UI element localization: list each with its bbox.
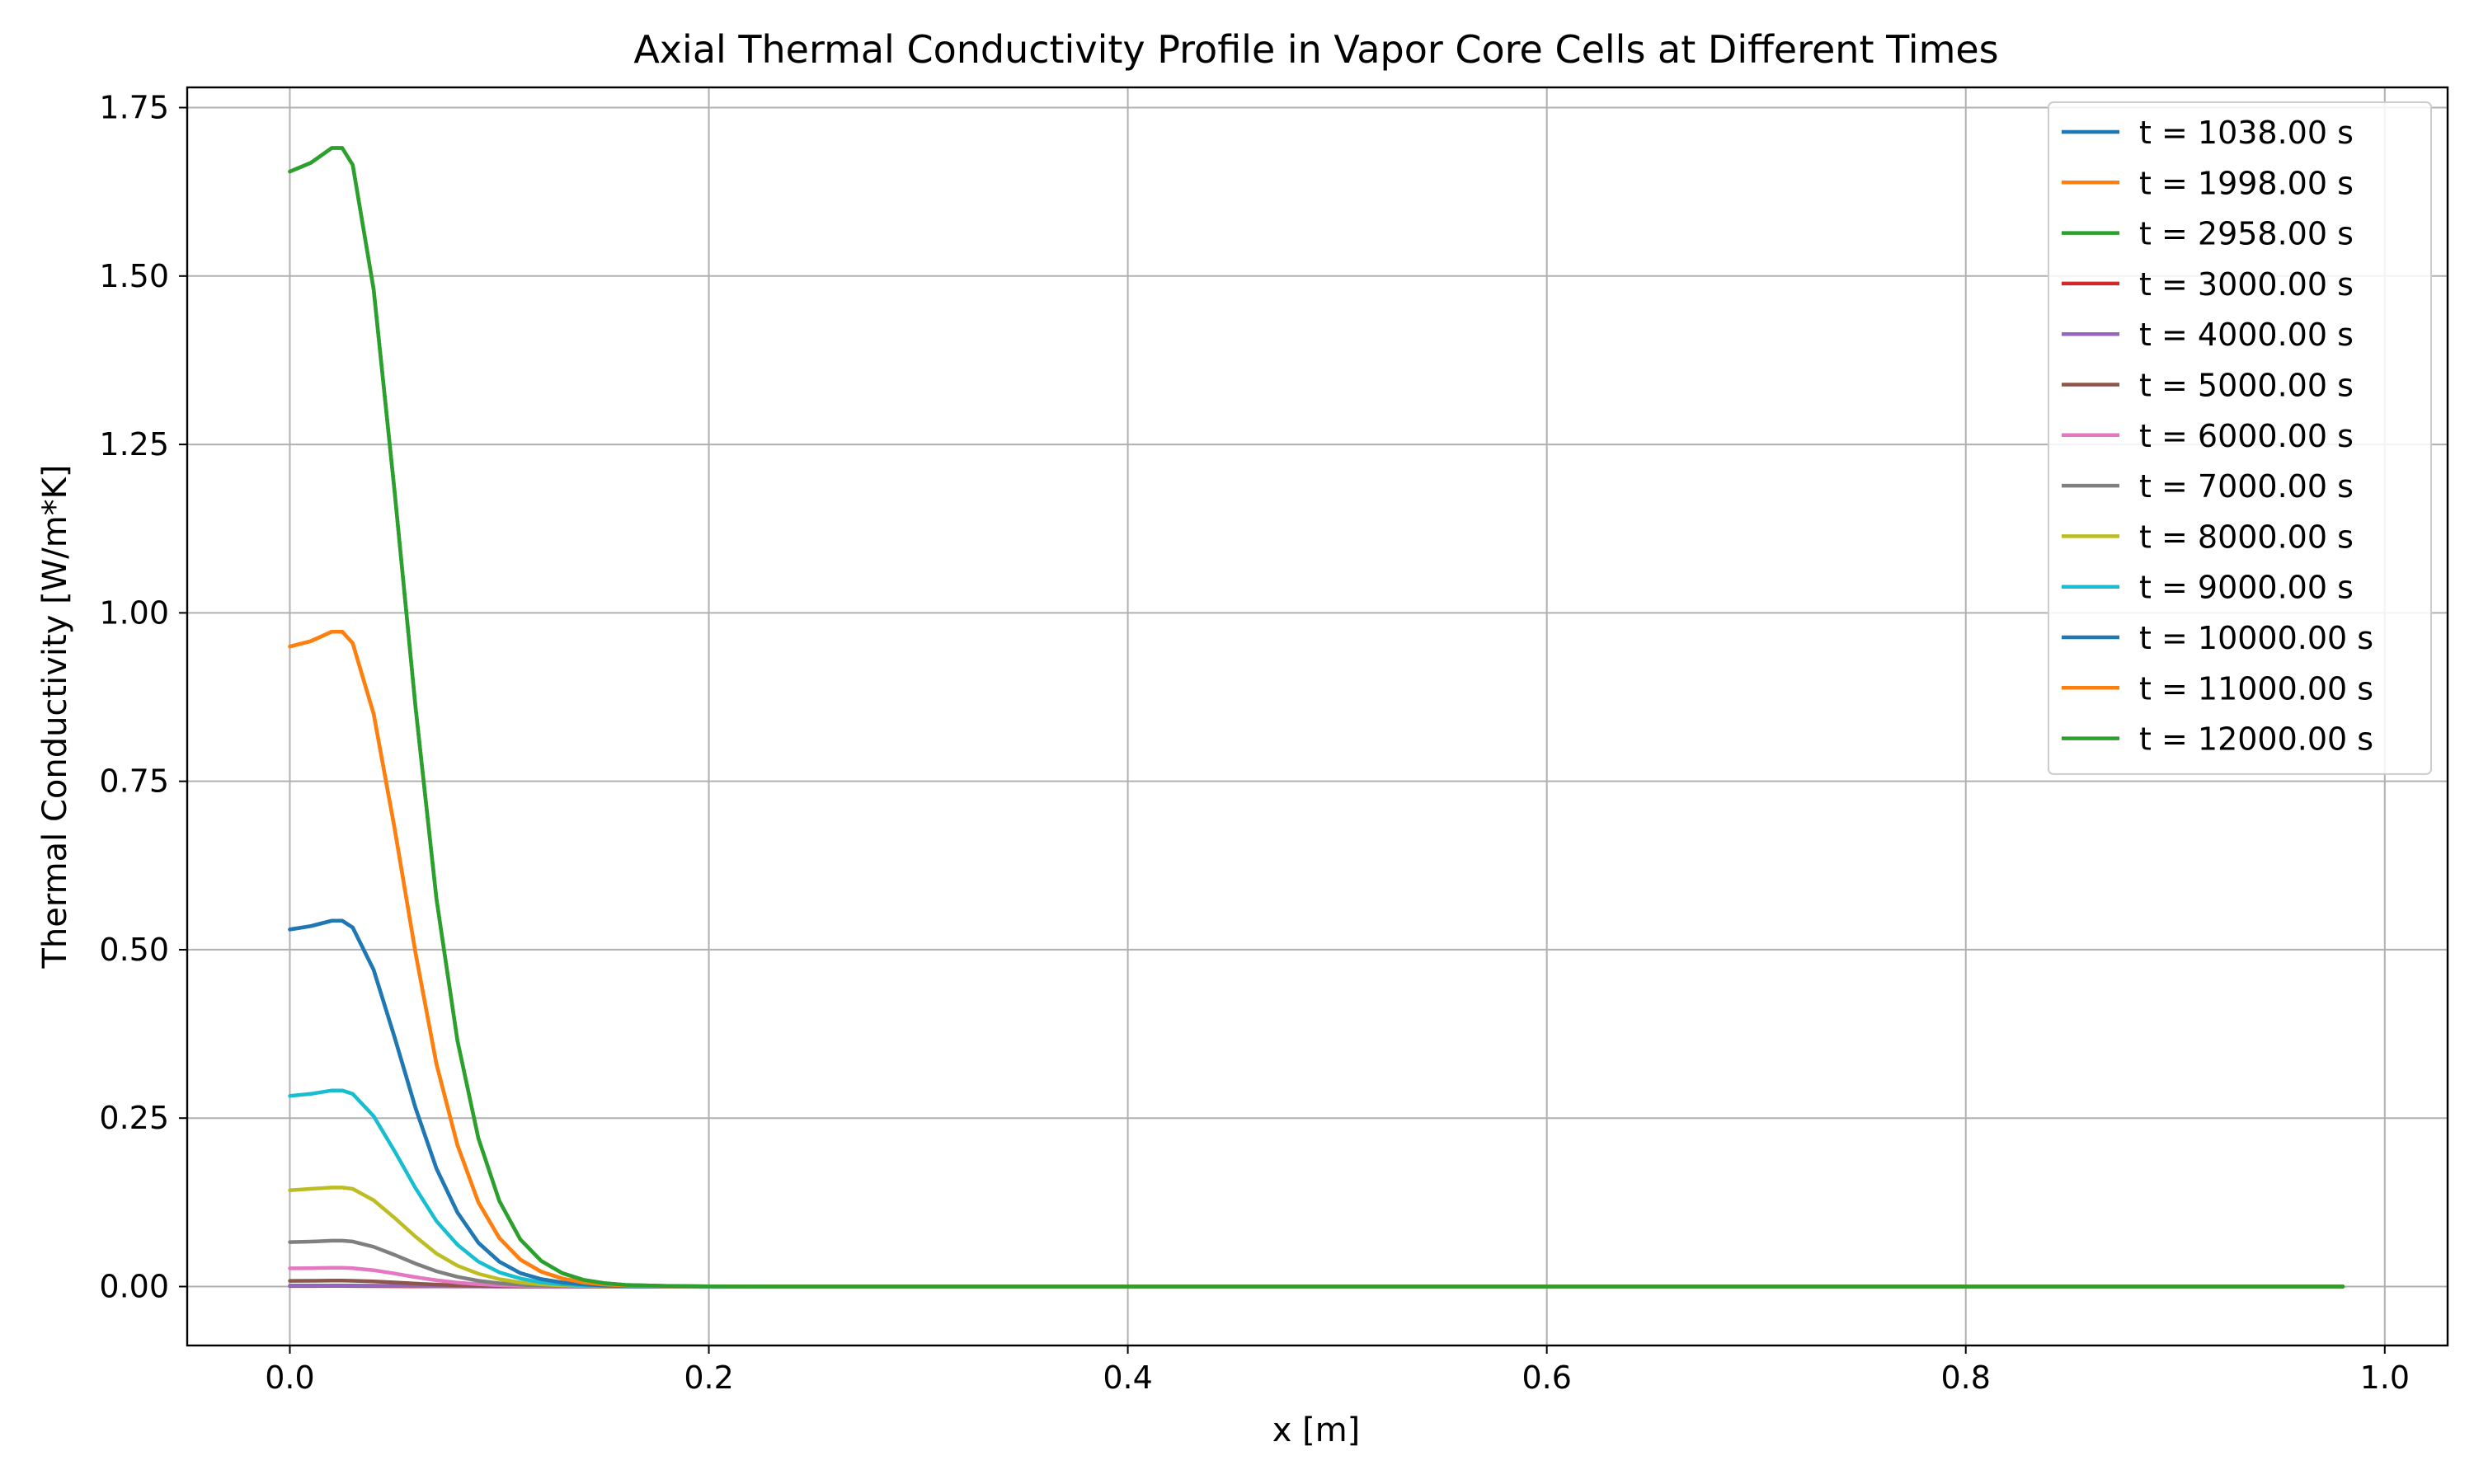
legend-label: t = 9000.00 s	[2139, 570, 2354, 606]
legend-label: t = 1998.00 s	[2139, 165, 2354, 201]
y-tick-label: 1.50	[99, 258, 169, 294]
legend-label: t = 5000.00 s	[2139, 368, 2354, 404]
legend-label: t = 1038.00 s	[2139, 115, 2354, 151]
chart-title: Axial Thermal Conductivity Profile in Va…	[633, 27, 1998, 72]
legend-label: t = 11000.00 s	[2139, 670, 2373, 707]
legend-label: t = 8000.00 s	[2139, 519, 2354, 555]
x-tick-label: 0.4	[1103, 1360, 1152, 1396]
y-tick-label: 1.75	[99, 90, 169, 126]
legend-label: t = 2958.00 s	[2139, 216, 2354, 252]
x-tick-label: 0.6	[1522, 1360, 1571, 1396]
legend-box	[2048, 101, 2432, 775]
y-tick-label: 0.75	[99, 763, 169, 800]
legend-label: t = 10000.00 s	[2139, 620, 2373, 656]
legend-label: t = 3000.00 s	[2139, 266, 2354, 303]
y-tick-label: 1.00	[99, 594, 169, 631]
legend-label: t = 6000.00 s	[2139, 418, 2354, 454]
plot-frame	[186, 86, 2449, 1347]
x-tick-label: 0.8	[1941, 1360, 1991, 1396]
y-tick-label: 0.00	[99, 1269, 169, 1305]
x-tick-label: 0.0	[265, 1360, 314, 1396]
x-tick-label: 1.0	[2360, 1360, 2410, 1396]
legend-label: t = 4000.00 s	[2139, 317, 2354, 353]
y-tick-label: 0.25	[99, 1100, 169, 1136]
series-line	[288, 146, 2345, 1289]
legend-label: t = 12000.00 s	[2139, 721, 2373, 758]
y-tick-label: 0.50	[99, 932, 169, 968]
y-tick-label: 1.25	[99, 426, 169, 463]
axis-ticks: 0.0 0.2 0.4 0.6 0.8 1.0 0.00 0.25 0.50 0.75 1.00 1.…	[99, 90, 2410, 1396]
legend: t = 1038.00 s t = 1998.00 s t = 2958.00 s t…	[2048, 101, 2432, 775]
x-axis-label: x [m]	[1272, 1411, 1361, 1449]
series-layer	[288, 146, 2345, 1289]
x-tick-label: 0.2	[684, 1360, 733, 1396]
y-axis-label: Thermal Conductivity [W/m*K]	[36, 464, 74, 969]
legend-label: t = 7000.00 s	[2139, 468, 2354, 505]
